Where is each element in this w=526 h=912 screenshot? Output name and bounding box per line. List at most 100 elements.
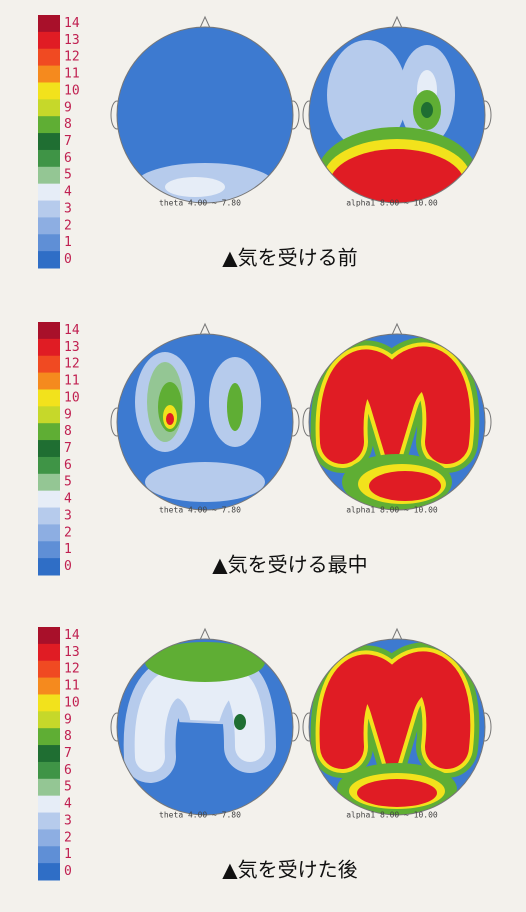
- caption: ▲気を受けた後: [222, 858, 357, 882]
- scale-swatch: [38, 778, 60, 797]
- scale-label: 2: [64, 830, 72, 845]
- regions: [123, 642, 276, 783]
- map-region: [234, 714, 246, 730]
- scale-label: 10: [64, 83, 80, 98]
- scale-label: 6: [64, 151, 72, 166]
- scale-label: 9: [64, 712, 72, 727]
- head-outline: [116, 333, 294, 511]
- scale-swatch: [38, 65, 60, 83]
- map-region: [145, 462, 265, 502]
- scale-swatch: [38, 627, 60, 645]
- scale-label: 13: [64, 33, 80, 48]
- scale-swatch: [38, 440, 60, 458]
- scale-label: 7: [64, 746, 72, 761]
- scale-swatch: [38, 524, 60, 542]
- head-fill: [117, 334, 293, 510]
- regions: [310, 642, 480, 815]
- caption: ▲気を受ける最中: [212, 553, 367, 577]
- scale-swatch: [38, 149, 60, 168]
- head-outline: [116, 26, 294, 204]
- map-region: [327, 40, 407, 150]
- map-label: alpha1 8.00 ~ 10.00: [346, 811, 438, 820]
- head-nose: [391, 15, 403, 29]
- map-region: [134, 667, 265, 772]
- map-region: [319, 651, 471, 784]
- map-region: [329, 149, 465, 203]
- scale-swatch: [38, 694, 60, 712]
- scale-swatch: [38, 322, 60, 340]
- scale-swatch: [38, 31, 60, 50]
- scale-label: 7: [64, 134, 72, 149]
- scale-swatch: [38, 372, 60, 390]
- caption: ▲気を受ける前: [222, 246, 357, 270]
- scale-swatch: [38, 355, 60, 374]
- scale-label: 5: [64, 475, 72, 490]
- scale-label: 1: [64, 542, 72, 557]
- regions: [135, 352, 265, 502]
- scale-label: 11: [64, 374, 80, 389]
- map-region: [166, 413, 174, 425]
- scale-swatch: [38, 728, 60, 746]
- scale-label: 14: [64, 323, 80, 338]
- scale-label: 2: [64, 525, 72, 540]
- head-nose: [199, 627, 211, 641]
- head-outline: [308, 26, 486, 204]
- head-outline: [308, 638, 486, 816]
- scale-label: 7: [64, 441, 72, 456]
- scale-label: 11: [64, 67, 80, 82]
- scale-label: 10: [64, 695, 80, 710]
- head-map: [302, 15, 492, 204]
- scale-label: 3: [64, 508, 72, 523]
- map-region: [357, 779, 437, 807]
- scale-label: 2: [64, 218, 72, 233]
- scale-swatch: [38, 456, 60, 475]
- scale-swatch: [38, 82, 60, 100]
- scale-label: 0: [64, 559, 72, 574]
- scale-label: 12: [64, 357, 80, 372]
- scale-swatch: [38, 660, 60, 679]
- scale-label: 6: [64, 763, 72, 778]
- scale-swatch: [38, 116, 60, 134]
- scale-label: 5: [64, 780, 72, 795]
- scale-label: 14: [64, 628, 80, 643]
- scale-label: 8: [64, 117, 72, 132]
- scale-label: 4: [64, 492, 72, 507]
- head-nose: [391, 627, 403, 641]
- head-map: [110, 322, 300, 511]
- scale-label: 5: [64, 168, 72, 183]
- scale-swatch: [38, 217, 60, 235]
- map-region: [227, 383, 243, 431]
- scale-label: 14: [64, 16, 80, 31]
- scale-swatch: [38, 251, 60, 269]
- head-map: [110, 15, 300, 204]
- scale-label: 9: [64, 407, 72, 422]
- scale-label: 12: [64, 50, 80, 65]
- scale-swatch: [38, 711, 60, 729]
- scale-swatch: [38, 234, 60, 252]
- scale-swatch: [38, 473, 60, 492]
- scale-swatch: [38, 677, 60, 695]
- map-label: alpha1 8.00 ~ 10.00: [346, 506, 438, 515]
- scale-swatch: [38, 643, 60, 662]
- scale-swatch: [38, 863, 60, 881]
- head-outline: [308, 333, 486, 511]
- map-label: alpha1 8.00 ~ 10.00: [346, 199, 438, 208]
- scale-swatch: [38, 15, 60, 33]
- map-region: [369, 471, 441, 501]
- scale-swatch: [38, 133, 60, 151]
- scale-swatch: [38, 48, 60, 67]
- head-map: [302, 627, 492, 816]
- scale-swatch: [38, 795, 60, 814]
- scale-label: 4: [64, 185, 72, 200]
- scale-label: 13: [64, 645, 80, 660]
- scale-swatch: [38, 812, 60, 830]
- scale-label: 4: [64, 797, 72, 812]
- scale-swatch: [38, 829, 60, 847]
- head-map: [302, 322, 492, 511]
- scale-swatch: [38, 166, 60, 185]
- scale-label: 10: [64, 390, 80, 405]
- head-fill: [117, 639, 293, 815]
- head-fill: [117, 27, 293, 203]
